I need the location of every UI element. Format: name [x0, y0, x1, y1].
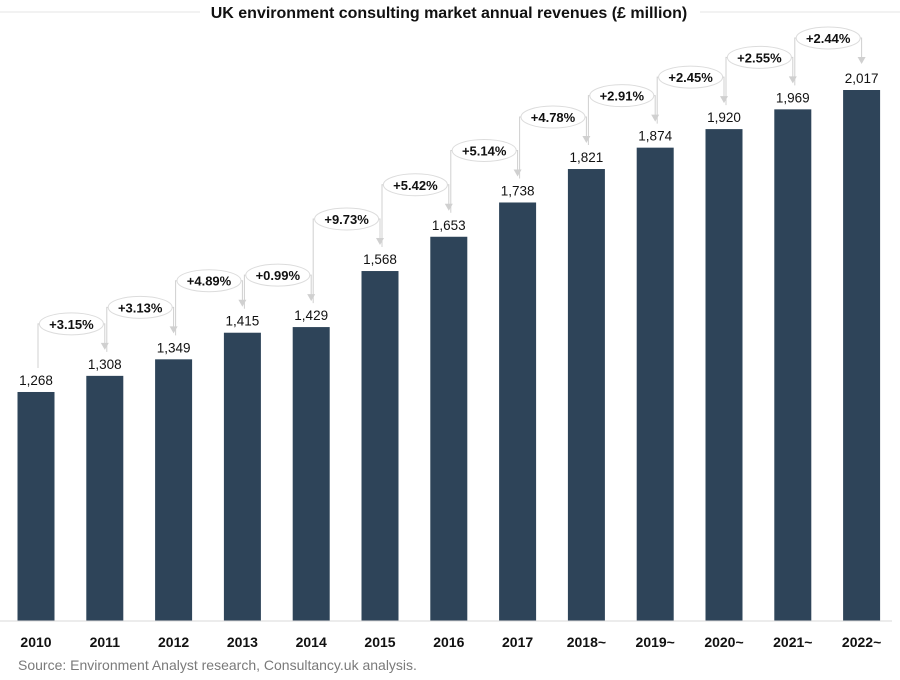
- arrow-head-icon: [651, 114, 660, 122]
- value-label: 1,920: [707, 110, 741, 125]
- value-label: 1,738: [501, 183, 535, 198]
- x-tick-label: 2020~: [704, 634, 743, 650]
- growth-label: +3.15%: [49, 317, 94, 332]
- arrow-head-icon: [169, 326, 178, 334]
- growth-bubble: [176, 269, 242, 293]
- value-label: 1,429: [294, 308, 328, 323]
- growth-bubble: [795, 26, 861, 50]
- growth-label: +2.55%: [737, 50, 782, 65]
- value-label: 1,874: [638, 129, 672, 144]
- x-tick-label: 2010: [20, 634, 51, 650]
- value-label: 1,308: [88, 357, 122, 372]
- arrow-head-icon: [582, 136, 591, 144]
- bar: [17, 391, 55, 621]
- growth-bubble: [520, 105, 586, 129]
- x-tick-label: 2019~: [636, 634, 675, 650]
- chart-title: UK environment consulting market annual …: [211, 5, 688, 22]
- arrow-head-icon: [513, 169, 522, 177]
- growth-bubble: [38, 312, 104, 336]
- growth-bubble: [451, 138, 517, 162]
- bar: [499, 202, 537, 621]
- x-tick-label: 2015: [364, 634, 395, 650]
- bar: [705, 129, 743, 621]
- bar: [567, 169, 605, 621]
- source-note: Source: Environment Analyst research, Co…: [18, 657, 417, 673]
- bar: [430, 236, 468, 622]
- growth-bubble: [314, 207, 380, 231]
- growth-label: +0.99%: [256, 268, 301, 283]
- growth-label: +2.44%: [806, 31, 851, 46]
- bar: [843, 90, 881, 621]
- growth-bubble: [107, 295, 173, 319]
- growth-bubble: [382, 173, 448, 197]
- x-tick-label: 2018~: [567, 634, 606, 650]
- value-label: 1,349: [157, 340, 191, 355]
- growth-label: +4.78%: [531, 110, 576, 125]
- growth-label: +3.13%: [118, 300, 163, 315]
- bar: [292, 327, 330, 621]
- growth-label: +5.42%: [393, 178, 438, 193]
- arrow-head-icon: [376, 238, 384, 246]
- growth-label: +5.14%: [462, 143, 507, 158]
- arrow-head-icon: [444, 203, 453, 211]
- growth-bubble: [589, 84, 655, 108]
- value-label: 1,969: [776, 90, 810, 105]
- x-tick-label: 2022~: [842, 634, 881, 650]
- bar: [636, 147, 674, 621]
- bar: [774, 109, 812, 621]
- bar: [223, 332, 261, 621]
- x-tick-label: 2021~: [773, 634, 812, 650]
- growth-bubble: [658, 65, 724, 89]
- bar: [155, 359, 193, 621]
- growth-bubble: [245, 263, 311, 287]
- arrow-head-icon: [307, 294, 316, 302]
- x-tick-label: 2014: [296, 634, 327, 650]
- growth-bubble: [726, 45, 792, 69]
- value-label: 1,568: [363, 252, 397, 267]
- growth-label: +4.89%: [187, 274, 232, 289]
- arrow-head-icon: [238, 299, 247, 307]
- arrow-head-icon: [788, 76, 797, 84]
- arrow-head-icon: [857, 57, 866, 64]
- value-label: 1,653: [432, 218, 466, 233]
- value-label: 1,268: [19, 373, 53, 388]
- value-label: 1,415: [226, 314, 260, 329]
- bar: [86, 375, 124, 621]
- x-tick-label: 2013: [227, 634, 258, 650]
- growth-label: +2.45%: [668, 70, 713, 85]
- x-tick-label: 2011: [90, 634, 121, 650]
- arrow-head-icon: [720, 96, 728, 104]
- value-label: 1,821: [570, 150, 604, 165]
- x-tick-label: 2012: [158, 634, 189, 650]
- growth-label: +2.91%: [600, 89, 645, 104]
- value-label: 2,017: [845, 71, 879, 86]
- x-tick-label: 2016: [433, 634, 464, 650]
- bar: [361, 271, 399, 621]
- x-tick-label: 2017: [502, 634, 533, 650]
- arrow-head-icon: [100, 342, 109, 350]
- growth-label: +9.73%: [324, 212, 369, 227]
